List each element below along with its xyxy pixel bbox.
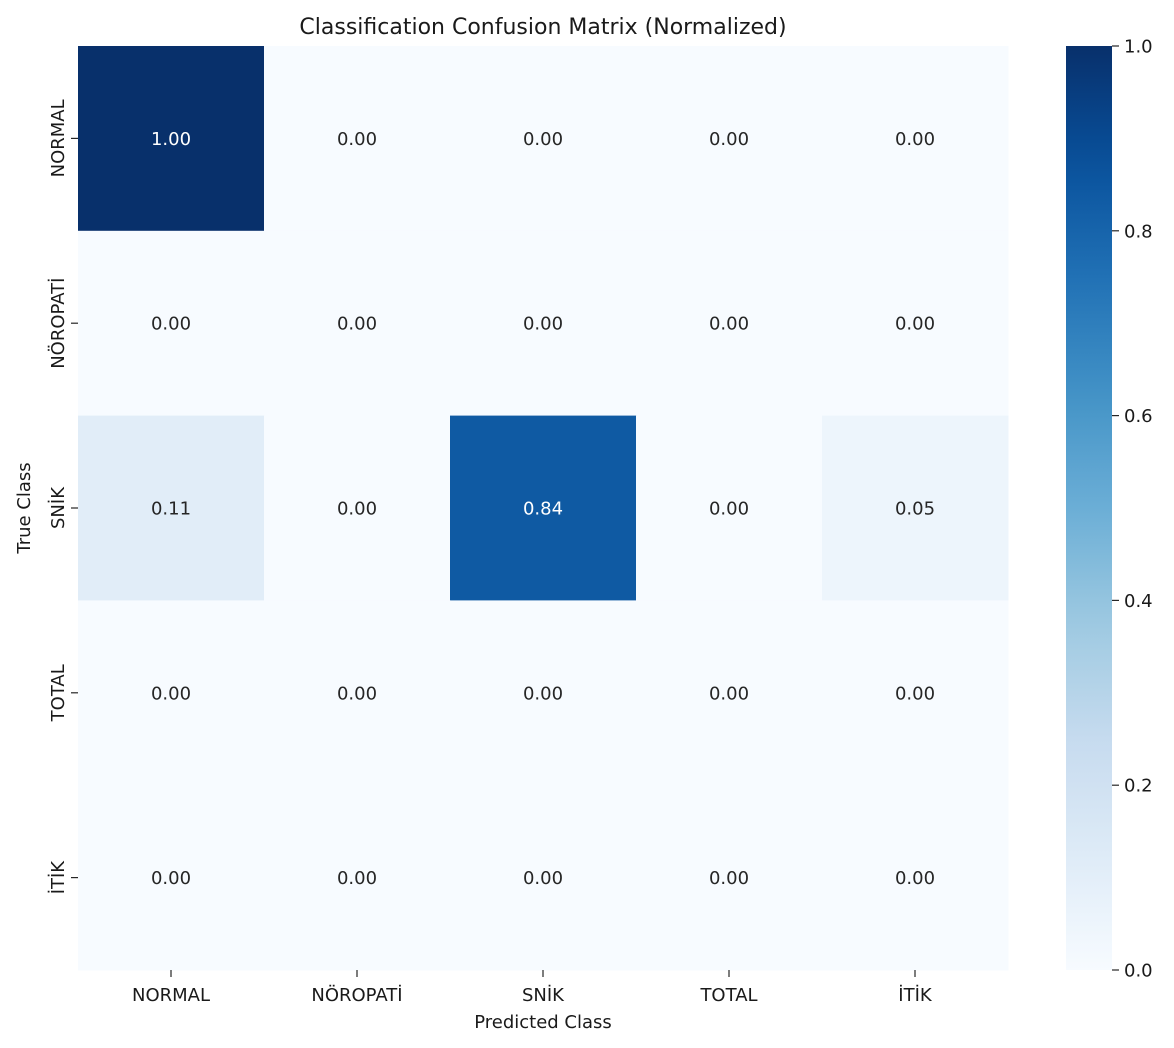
cell-value-label: 0.00 <box>895 683 935 704</box>
x-tick-label: NORMAL <box>132 985 210 1006</box>
colorbar-tick-label: 1.0 <box>1124 37 1153 58</box>
heatmap-cell <box>78 415 265 601</box>
heatmap-cell <box>264 600 451 786</box>
cell-value-label: 1.00 <box>151 129 191 150</box>
heatmap-cell <box>450 415 637 601</box>
heatmap-cell <box>264 46 451 232</box>
x-tick-label: İTİK <box>898 985 933 1006</box>
heatmap-cell <box>78 230 265 417</box>
heatmap-cell <box>822 600 1009 786</box>
cell-value-label: 0.00 <box>151 683 191 704</box>
cell-value-label: 0.00 <box>337 129 377 150</box>
cell-value-label: 0.00 <box>337 868 377 889</box>
heatmap-cell <box>636 415 823 601</box>
cell-value-label: 0.11 <box>151 499 191 520</box>
cell-value-label: 0.00 <box>337 683 377 704</box>
cell-value-label: 0.00 <box>523 868 563 889</box>
cell-value-label: 0.00 <box>523 129 563 150</box>
x-tick-label: TOTAL <box>699 985 757 1006</box>
cell-value-label: 0.00 <box>709 683 749 704</box>
cell-value-label: 0.00 <box>895 314 935 335</box>
heatmap-cell <box>822 415 1009 601</box>
heatmap-cell <box>822 230 1009 417</box>
y-axis-ticks: NORMAL NÖROPATİ SNİK TOTAL İTİK <box>47 99 78 894</box>
cell-value-label: 0.00 <box>709 314 749 335</box>
cell-value-label: 0.00 <box>709 868 749 889</box>
y-tick-label: NORMAL <box>48 99 69 177</box>
colorbar-tick-label: 0.0 <box>1124 961 1153 982</box>
x-tick-label: NÖROPATİ <box>311 984 402 1006</box>
heatmap-cell <box>264 415 451 601</box>
cell-value-label: 0.00 <box>151 868 191 889</box>
heatmap-cell <box>450 230 637 417</box>
colorbar-tick-label: 0.6 <box>1124 406 1153 427</box>
colorbar-tick-label: 0.8 <box>1124 221 1153 242</box>
heatmap-cells <box>78 46 1009 971</box>
cell-value-label: 0.00 <box>709 129 749 150</box>
heatmap-cell <box>636 230 823 417</box>
colorbar-tick-label: 0.2 <box>1124 776 1153 797</box>
heatmap-cell <box>636 785 823 971</box>
heatmap-cell <box>636 600 823 786</box>
x-axis-label: Predicted Class <box>474 1012 612 1033</box>
y-axis-label: True Class <box>14 462 35 554</box>
cell-value-label: 0.00 <box>523 314 563 335</box>
heatmap-cell <box>78 46 265 232</box>
heatmap-cell <box>264 785 451 971</box>
y-tick-label: İTİK <box>48 860 69 895</box>
heatmap-cell <box>822 785 1009 971</box>
x-axis-ticks: NORMAL NÖROPATİ SNİK TOTAL İTİK <box>132 970 933 1006</box>
colorbar-tick-label: 0.4 <box>1124 591 1153 612</box>
heatmap-cell <box>78 600 265 786</box>
y-tick-label: TOTAL <box>48 664 69 722</box>
y-tick-label: NÖROPATİ <box>47 278 69 369</box>
cell-value-label: 0.84 <box>523 499 563 520</box>
cell-value-label: 0.00 <box>337 314 377 335</box>
cell-value-label: 0.00 <box>337 499 377 520</box>
heatmap-cell <box>450 46 637 232</box>
cell-value-label: 0.00 <box>895 129 935 150</box>
cell-value-label: 0.00 <box>895 868 935 889</box>
heatmap-cell <box>822 46 1009 232</box>
heatmap-cell <box>636 46 823 232</box>
colorbar: 0.0 0.2 0.4 0.6 0.8 1.0 <box>1066 37 1153 982</box>
heatmap-cell <box>450 600 637 786</box>
colorbar-gradient <box>1066 46 1112 970</box>
cell-annotations: 1.00 0.00 0.00 0.00 0.00 0.00 0.00 0.00 0.00 0.00… <box>151 129 935 889</box>
heatmap-cell <box>450 785 637 971</box>
y-tick-label: SNİK <box>48 486 69 529</box>
heatmap-cell <box>78 785 265 971</box>
cell-value-label: 0.00 <box>151 314 191 335</box>
cell-value-label: 0.00 <box>709 499 749 520</box>
cell-value-label: 0.05 <box>895 499 935 520</box>
x-tick-label: SNİK <box>522 985 565 1006</box>
chart-title: Classification Confusion Matrix (Normali… <box>299 15 786 40</box>
cell-value-label: 0.00 <box>523 683 563 704</box>
heatmap-cell <box>264 230 451 417</box>
